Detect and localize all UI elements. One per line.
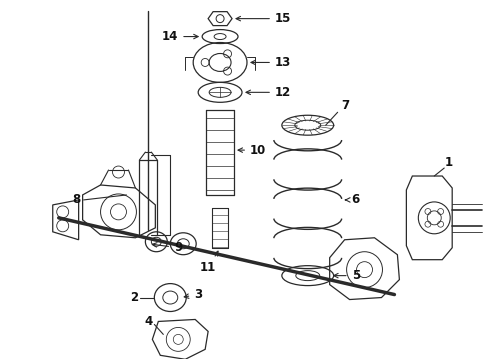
- Text: 4: 4: [144, 315, 152, 328]
- Text: 3: 3: [184, 288, 202, 301]
- Text: 11: 11: [200, 251, 218, 274]
- Text: 14: 14: [162, 30, 198, 43]
- Text: 8: 8: [72, 193, 81, 206]
- Text: 6: 6: [345, 193, 359, 206]
- Text: 13: 13: [250, 56, 290, 69]
- Text: 10: 10: [238, 144, 265, 157]
- Text: 7: 7: [341, 99, 349, 112]
- Text: 9: 9: [152, 241, 182, 254]
- Text: 2: 2: [130, 291, 138, 304]
- Text: 5: 5: [333, 269, 359, 282]
- Text: 15: 15: [236, 12, 291, 25]
- Text: 12: 12: [245, 86, 290, 99]
- Text: 1: 1: [443, 156, 451, 168]
